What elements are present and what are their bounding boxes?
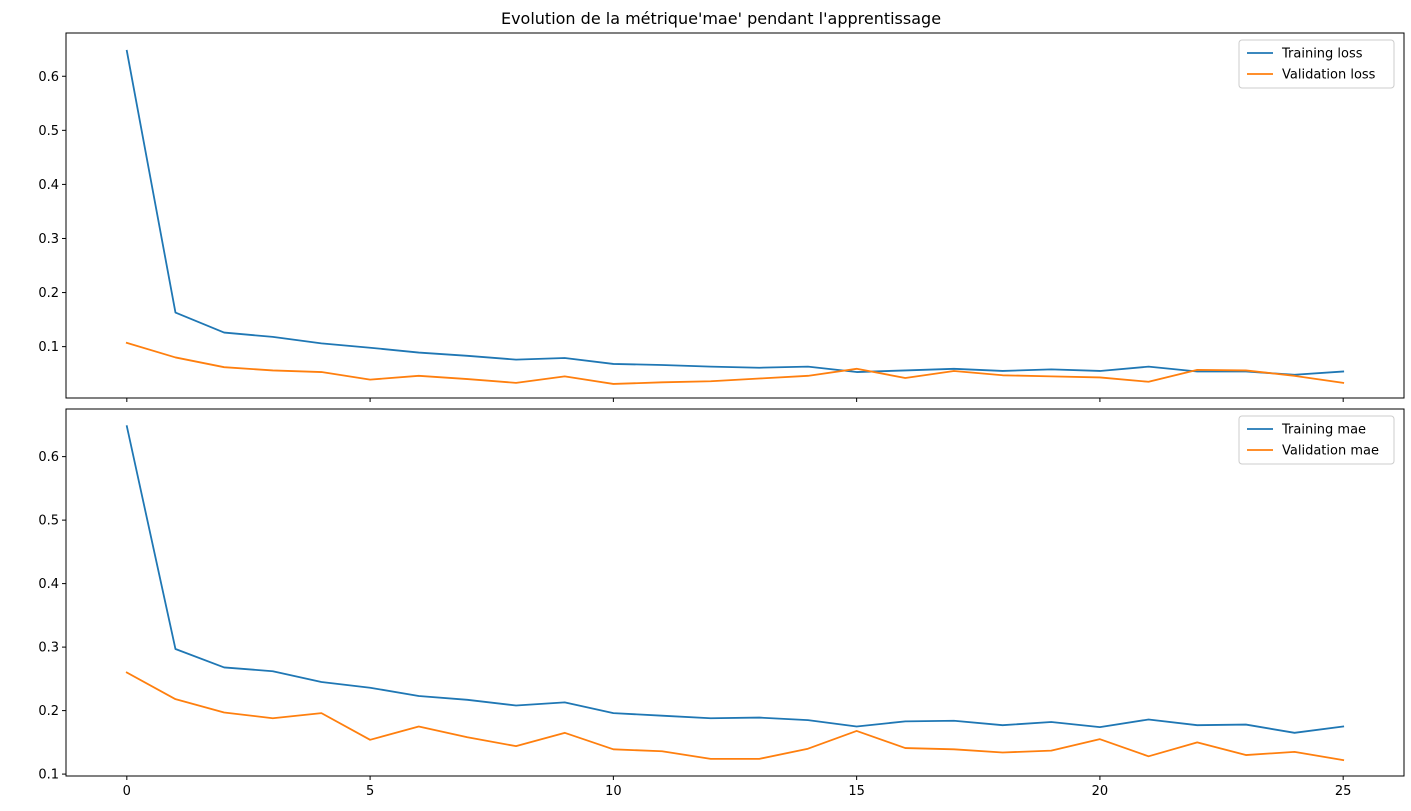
- axes-frame: [65, 32, 1405, 399]
- y-tick-label: 0.6: [38, 450, 59, 465]
- y-tick-label: 0.3: [38, 641, 59, 656]
- legend-box: [1238, 415, 1395, 465]
- y-tick-label: 0.1: [38, 768, 59, 783]
- y-tick-label: 0.3: [38, 232, 59, 247]
- y-tick-label: 0.6: [38, 70, 59, 85]
- series-line-validation-mae: [125, 671, 1345, 762]
- legend: Training loss Validation loss: [1238, 39, 1395, 89]
- legend-label: Training mae: [1281, 423, 1366, 438]
- x-tick-label: 10: [605, 784, 622, 799]
- x-tick-label: 15: [848, 784, 865, 799]
- y-tick-label: 0.2: [38, 286, 59, 301]
- top-panel: 0.1 0.2 0.3 0.4 0.5 0.6 Training loss Validatio…: [38, 32, 1405, 402]
- y-tick-label: 0.4: [38, 178, 59, 193]
- legend-box: [1238, 39, 1395, 89]
- legend-label: Validation loss: [1282, 68, 1376, 83]
- axes-frame: [65, 408, 1405, 777]
- y-tick-label: 0.4: [38, 577, 59, 592]
- y-tick-label: 0.1: [38, 340, 59, 355]
- series-line-training-mae: [125, 425, 1345, 734]
- legend-label: Validation mae: [1282, 444, 1379, 459]
- series-line-training-loss: [125, 49, 1345, 376]
- bottom-panel: 0.1 0.2 0.3 0.4 0.5 0.6 0 5 10 15 20 25 Training mae…: [38, 408, 1405, 799]
- legend-label: Training loss: [1281, 47, 1363, 62]
- x-tick-label: 0: [123, 784, 131, 799]
- x-tick-label: 20: [1092, 784, 1109, 799]
- x-tick-label: 5: [366, 784, 374, 799]
- chart-title: Evolution de la métrique'mae' pendant l'…: [501, 9, 941, 28]
- y-tick-label: 0.2: [38, 704, 59, 719]
- y-tick-label: 0.5: [38, 514, 59, 529]
- series-line-validation-loss: [125, 341, 1345, 385]
- y-tick-label: 0.5: [38, 124, 59, 139]
- x-tick-label: 25: [1335, 784, 1352, 799]
- legend: Training mae Validation mae: [1238, 415, 1395, 465]
